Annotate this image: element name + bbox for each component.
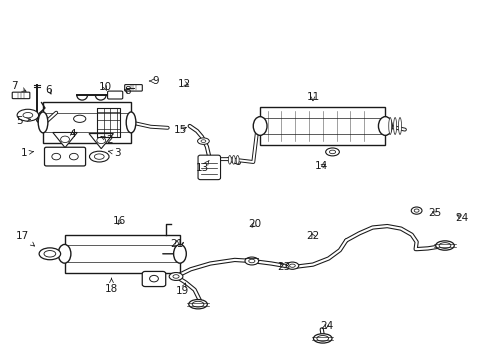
Bar [260,107,385,145]
Text: 5: 5 [16,116,31,126]
Circle shape [69,153,78,160]
Text: 24: 24 [319,321,333,331]
FancyBboxPatch shape [12,92,30,99]
Circle shape [149,275,158,282]
Ellipse shape [169,273,183,280]
Text: 2: 2 [101,135,113,145]
Ellipse shape [126,112,136,133]
Bar [43,102,131,143]
Ellipse shape [289,264,295,267]
Bar [97,108,120,137]
Text: 10: 10 [99,82,111,93]
Ellipse shape [248,259,254,263]
Ellipse shape [236,156,239,164]
Ellipse shape [329,150,335,154]
Ellipse shape [94,154,104,159]
Ellipse shape [393,118,396,134]
Ellipse shape [313,334,331,343]
Text: 11: 11 [305,92,319,102]
Text: 24: 24 [454,213,468,223]
Ellipse shape [173,244,186,263]
Circle shape [61,136,69,143]
Ellipse shape [38,112,48,133]
Text: 19: 19 [175,283,189,296]
Ellipse shape [410,207,421,214]
Text: 20: 20 [248,219,261,229]
Ellipse shape [173,275,179,278]
FancyBboxPatch shape [124,85,142,91]
Ellipse shape [316,336,328,341]
Ellipse shape [44,251,56,257]
Bar [64,235,180,273]
FancyBboxPatch shape [198,155,220,180]
Ellipse shape [398,118,401,134]
Ellipse shape [17,109,39,121]
Text: 16: 16 [113,216,126,226]
Ellipse shape [201,140,205,143]
Text: 3: 3 [108,148,121,158]
Text: 7: 7 [11,81,26,91]
Text: 9: 9 [149,76,159,86]
Ellipse shape [413,209,418,212]
Text: 22: 22 [305,231,319,241]
Ellipse shape [325,148,339,156]
Text: 18: 18 [104,278,118,294]
Polygon shape [53,132,77,148]
Text: 6: 6 [45,85,52,95]
Ellipse shape [285,262,298,269]
FancyBboxPatch shape [44,147,85,166]
Polygon shape [89,134,113,149]
Ellipse shape [435,241,453,250]
Ellipse shape [197,138,209,144]
Text: 25: 25 [427,208,441,218]
Circle shape [97,137,105,144]
Ellipse shape [388,118,391,134]
Text: 12: 12 [178,78,191,89]
Ellipse shape [228,156,231,164]
Ellipse shape [253,117,266,135]
Ellipse shape [73,115,85,122]
Ellipse shape [378,117,391,135]
Ellipse shape [188,300,207,309]
Text: 13: 13 [196,160,209,173]
Text: 1: 1 [21,148,33,158]
Ellipse shape [244,257,258,265]
Ellipse shape [39,248,61,260]
Text: 21: 21 [170,239,183,249]
Ellipse shape [232,156,235,164]
Text: 4: 4 [69,129,76,139]
Ellipse shape [192,301,203,307]
Circle shape [52,153,61,160]
FancyBboxPatch shape [142,271,165,287]
Ellipse shape [23,112,33,118]
Ellipse shape [89,151,109,162]
Ellipse shape [58,244,71,263]
Text: 8: 8 [123,86,130,96]
Ellipse shape [438,243,450,248]
Text: 15: 15 [174,125,187,135]
Text: 14: 14 [314,161,328,171]
FancyBboxPatch shape [107,91,122,99]
Text: 17: 17 [15,231,35,246]
Text: 23: 23 [276,262,290,272]
